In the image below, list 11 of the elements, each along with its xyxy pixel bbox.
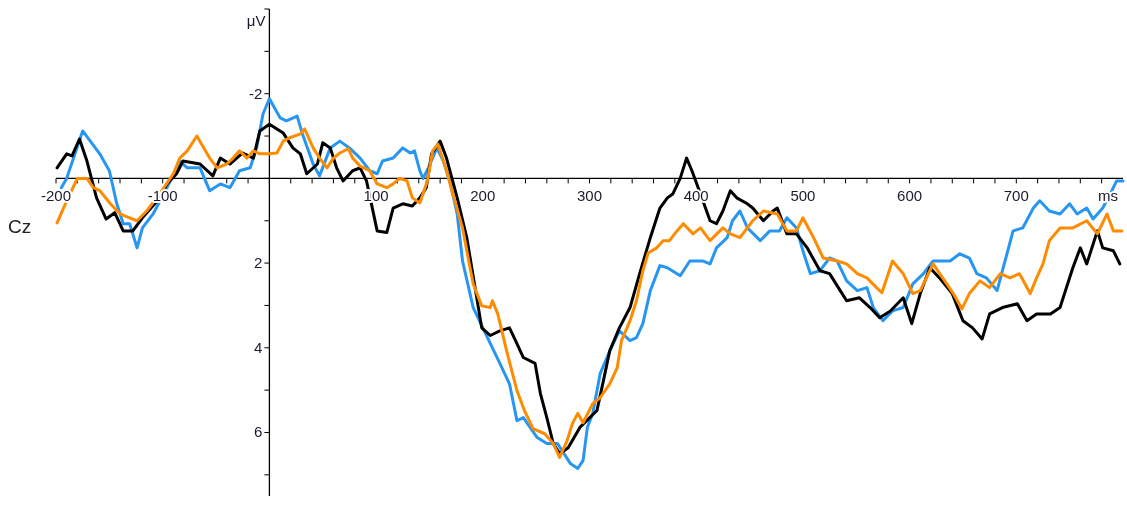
y-tick-label: 4	[254, 338, 263, 356]
y-tick-label: 2	[254, 254, 263, 272]
y-tick-label: 6	[254, 423, 263, 441]
x-tick-label: 500	[790, 187, 816, 205]
x-tick-label: 700	[1003, 187, 1029, 205]
y-axis-title: μV	[246, 12, 266, 29]
y-tick-label: -2	[249, 84, 263, 102]
x-tick-label: 600	[897, 187, 923, 205]
x-tick-label: 300	[576, 187, 603, 205]
text: Cz	[8, 216, 32, 237]
x-tick-label: 200	[470, 187, 496, 205]
